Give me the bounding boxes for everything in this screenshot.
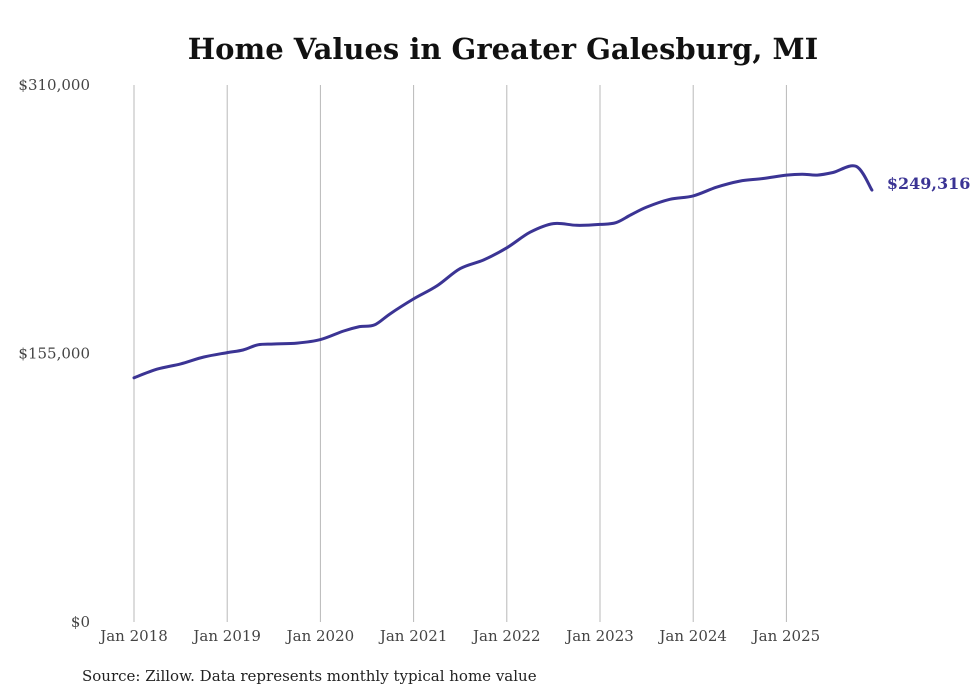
y-tick-label-2: $310,000 xyxy=(18,76,90,94)
source-note: Source: Zillow. Data represents monthly … xyxy=(82,667,537,685)
x-tick-label-3: Jan 2021 xyxy=(378,627,448,645)
series-line-0 xyxy=(132,164,874,380)
grid-lines xyxy=(133,85,787,622)
x-tick-label-0: Jan 2018 xyxy=(98,627,168,645)
x-tick-label-1: Jan 2019 xyxy=(191,627,261,645)
x-tick-label-4: Jan 2022 xyxy=(471,627,541,645)
x-axis: Jan 2018 Jan 2019 Jan 2020 Jan 2021 Jan 2022… xyxy=(98,627,820,645)
y-tick-label-1: $155,000 xyxy=(18,345,90,363)
x-tick-label-7: Jan 2025 xyxy=(751,627,821,645)
y-axis: $0 $155,000 $310,000 xyxy=(18,76,90,631)
chart-title: Home Values in Greater Galesburg, MI xyxy=(188,32,818,66)
end-value-label: $249,316 xyxy=(887,174,971,193)
y-tick-label-0: $0 xyxy=(71,613,90,631)
series-group: $249,316 xyxy=(132,164,971,380)
x-tick-label-2: Jan 2020 xyxy=(285,627,355,645)
x-tick-label-6: Jan 2024 xyxy=(657,627,727,645)
x-tick-label-5: Jan 2023 xyxy=(564,627,634,645)
